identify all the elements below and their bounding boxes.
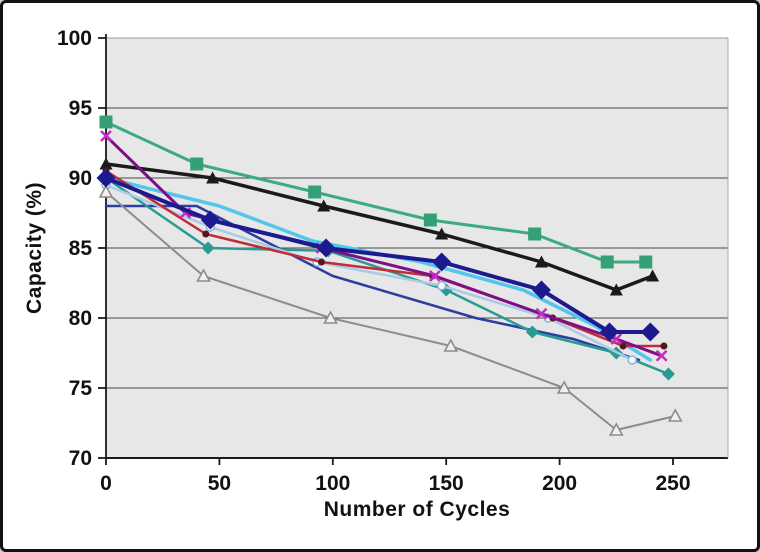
y-tick-label: 100 bbox=[57, 27, 92, 50]
series-green-squares bbox=[99, 115, 653, 269]
capacity-fade-chart: 0 50 100 150 200 250 70 75 80 85 90 95 100 bbox=[57, 27, 729, 495]
y-axis-title: Capacity (%) bbox=[23, 181, 46, 315]
axis-ticks: 0 50 100 150 200 250 70 75 80 85 90 95 100 bbox=[57, 27, 691, 495]
x-tick-label: 150 bbox=[429, 472, 464, 495]
y-tick-label: 85 bbox=[69, 237, 93, 260]
x-tick-label: 250 bbox=[655, 472, 690, 495]
series-black-triangles bbox=[99, 157, 660, 296]
series-gray-triangles bbox=[98, 184, 683, 436]
series-cyan-plain bbox=[104, 176, 653, 362]
y-tick-label: 70 bbox=[69, 447, 92, 470]
x-tick-label: 0 bbox=[100, 472, 112, 495]
series-navy-diamonds bbox=[96, 168, 660, 342]
x-tick-label: 100 bbox=[315, 472, 350, 495]
x-tick-label: 50 bbox=[208, 472, 231, 495]
y-tick-label: 90 bbox=[69, 167, 92, 190]
y-tick-label: 80 bbox=[69, 307, 92, 330]
series-royal-blue-plain bbox=[104, 204, 641, 362]
y-tick-label: 95 bbox=[69, 97, 93, 120]
x-axis-title: Number of Cycles bbox=[323, 498, 511, 521]
y-tick-label: 75 bbox=[69, 377, 93, 400]
x-tick-label: 200 bbox=[542, 472, 577, 495]
